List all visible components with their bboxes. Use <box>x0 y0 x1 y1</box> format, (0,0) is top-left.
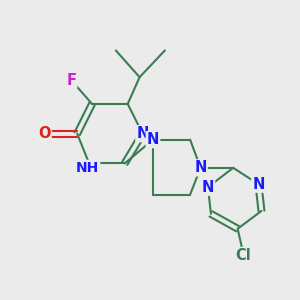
Text: N: N <box>202 180 214 195</box>
Text: N: N <box>136 126 149 141</box>
Text: NH: NH <box>76 161 99 175</box>
Text: F: F <box>66 73 76 88</box>
Text: N: N <box>147 132 159 147</box>
Text: N: N <box>252 177 265 192</box>
Text: O: O <box>38 126 51 141</box>
Text: N: N <box>194 160 207 175</box>
Text: Cl: Cl <box>236 248 251 263</box>
